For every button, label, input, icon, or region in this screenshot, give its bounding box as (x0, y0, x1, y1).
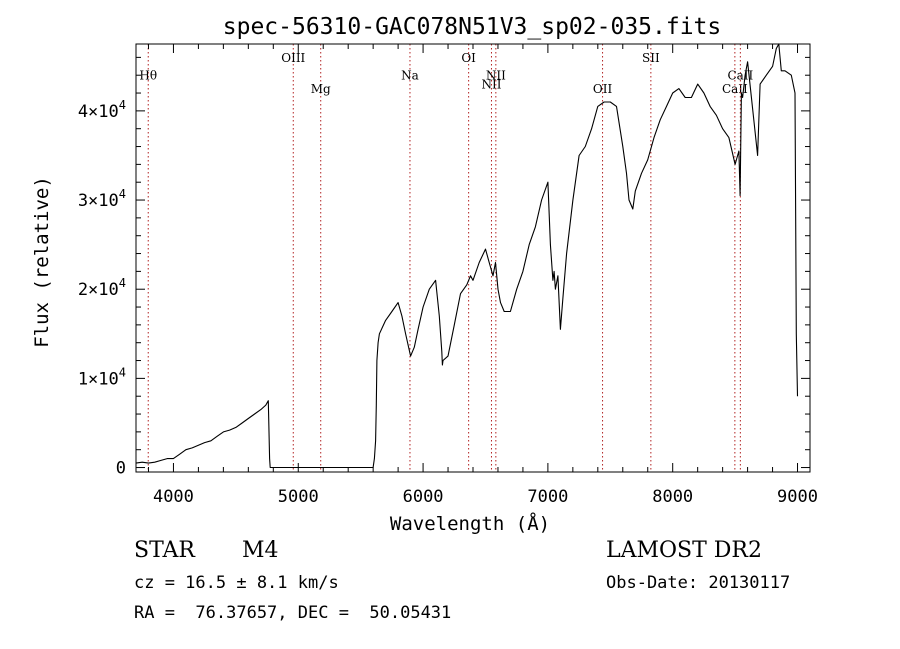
survey-label: LAMOST DR2 (606, 538, 762, 563)
x-tick-label: 6000 (403, 487, 444, 507)
coordinates-label: RA = 76.37657, DEC = 50.05431 (134, 603, 452, 623)
object-class-label: STAR (134, 538, 195, 563)
line-marker-label: OI (461, 51, 476, 65)
x-tick-label: 9000 (777, 487, 818, 507)
y-tick-exponent: 4 (119, 276, 126, 290)
x-tick-label: 8000 (652, 487, 693, 507)
y-axis-label: Flux (relative) (31, 176, 53, 348)
y-tick-mantissa: 4×10 (78, 102, 119, 122)
y-tick-label: 0 (116, 459, 126, 479)
line-marker-label: SII (642, 51, 660, 65)
line-marker-label: Hθ (139, 69, 157, 83)
y-tick-mantissa: 3×10 (78, 191, 119, 211)
line-marker-label: NII (486, 69, 506, 83)
line-marker-label: NII (481, 78, 501, 92)
x-tick-label: 4000 (153, 487, 194, 507)
line-marker-label: CaII (727, 69, 753, 83)
obs-date-label: Obs-Date: 20130117 (606, 573, 791, 593)
y-tick-exponent: 4 (119, 98, 126, 112)
y-tick-mantissa: 2×10 (78, 280, 119, 300)
x-axis-label: Wavelength (Å) (390, 512, 550, 535)
y-tick-label: 2×104 (78, 276, 126, 300)
chart-title: spec-56310-GAC078N51V3_sp02-035.fits (223, 14, 722, 40)
spectrum-line (135, 43, 799, 469)
line-marker-label: OIII (281, 51, 305, 65)
line-marker-label: Mg (311, 82, 331, 96)
line-marker-label: Na (401, 69, 419, 83)
redshift-label: cz = 16.5 ± 8.1 km/s (134, 573, 339, 593)
y-tick-mantissa: 0 (116, 459, 126, 479)
line-marker-label: OII (593, 82, 613, 96)
y-tick-label: 4×104 (78, 98, 126, 122)
object-subclass-label: M4 (242, 538, 279, 563)
y-tick-exponent: 4 (119, 365, 126, 379)
x-tick-label: 7000 (527, 487, 568, 507)
x-tick-label: 5000 (278, 487, 319, 507)
y-tick-mantissa: 1×10 (78, 369, 119, 389)
y-tick-label: 1×104 (78, 365, 126, 389)
plot-frame (135, 43, 811, 473)
y-tick-label: 3×104 (78, 187, 126, 211)
y-tick-exponent: 4 (119, 187, 126, 201)
